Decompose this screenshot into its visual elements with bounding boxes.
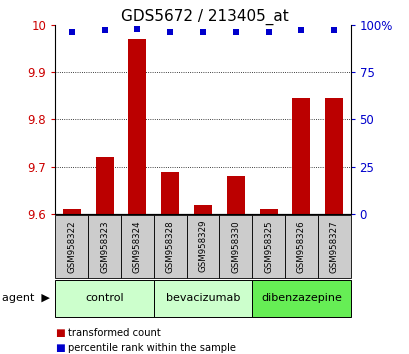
Text: control: control <box>85 293 124 303</box>
Bar <box>252 215 284 278</box>
Text: ■: ■ <box>55 329 65 338</box>
Text: dibenzazepine: dibenzazepine <box>260 293 341 303</box>
Point <box>232 29 238 35</box>
Point <box>101 28 108 33</box>
Bar <box>186 215 219 278</box>
Point <box>166 29 173 35</box>
Bar <box>63 210 81 214</box>
Bar <box>252 280 350 317</box>
Bar <box>226 176 244 214</box>
Bar <box>128 39 146 214</box>
Bar <box>88 215 121 278</box>
Point <box>199 29 206 35</box>
Bar <box>161 172 179 214</box>
Bar <box>55 280 153 317</box>
Text: GDS5672 / 213405_at: GDS5672 / 213405_at <box>121 9 288 25</box>
Bar <box>219 215 252 278</box>
Bar <box>193 205 211 214</box>
Bar <box>284 215 317 278</box>
Point <box>297 28 304 33</box>
Text: percentile rank within the sample: percentile rank within the sample <box>67 343 235 353</box>
Text: GSM958323: GSM958323 <box>100 220 109 273</box>
Bar <box>153 215 186 278</box>
Text: bevacizumab: bevacizumab <box>165 293 240 303</box>
Text: GSM958327: GSM958327 <box>329 220 338 273</box>
Text: GSM958325: GSM958325 <box>263 220 272 273</box>
Text: GSM958326: GSM958326 <box>296 220 305 273</box>
Bar <box>259 210 277 214</box>
Text: GSM958322: GSM958322 <box>67 220 76 273</box>
Point <box>68 29 75 35</box>
Text: GSM958329: GSM958329 <box>198 220 207 273</box>
Text: ■: ■ <box>55 343 65 353</box>
Bar <box>55 215 88 278</box>
Text: GSM958330: GSM958330 <box>231 220 240 273</box>
Text: agent  ▶: agent ▶ <box>2 293 50 303</box>
Bar <box>121 215 153 278</box>
Point <box>134 26 140 32</box>
Text: GSM958324: GSM958324 <box>133 220 142 273</box>
Bar <box>153 280 252 317</box>
Point <box>265 29 271 35</box>
Text: transformed count: transformed count <box>67 329 160 338</box>
Bar <box>292 98 310 214</box>
Point <box>330 28 337 33</box>
Text: GSM958328: GSM958328 <box>165 220 174 273</box>
Bar <box>95 157 113 214</box>
Bar <box>317 215 350 278</box>
Bar <box>324 98 342 214</box>
